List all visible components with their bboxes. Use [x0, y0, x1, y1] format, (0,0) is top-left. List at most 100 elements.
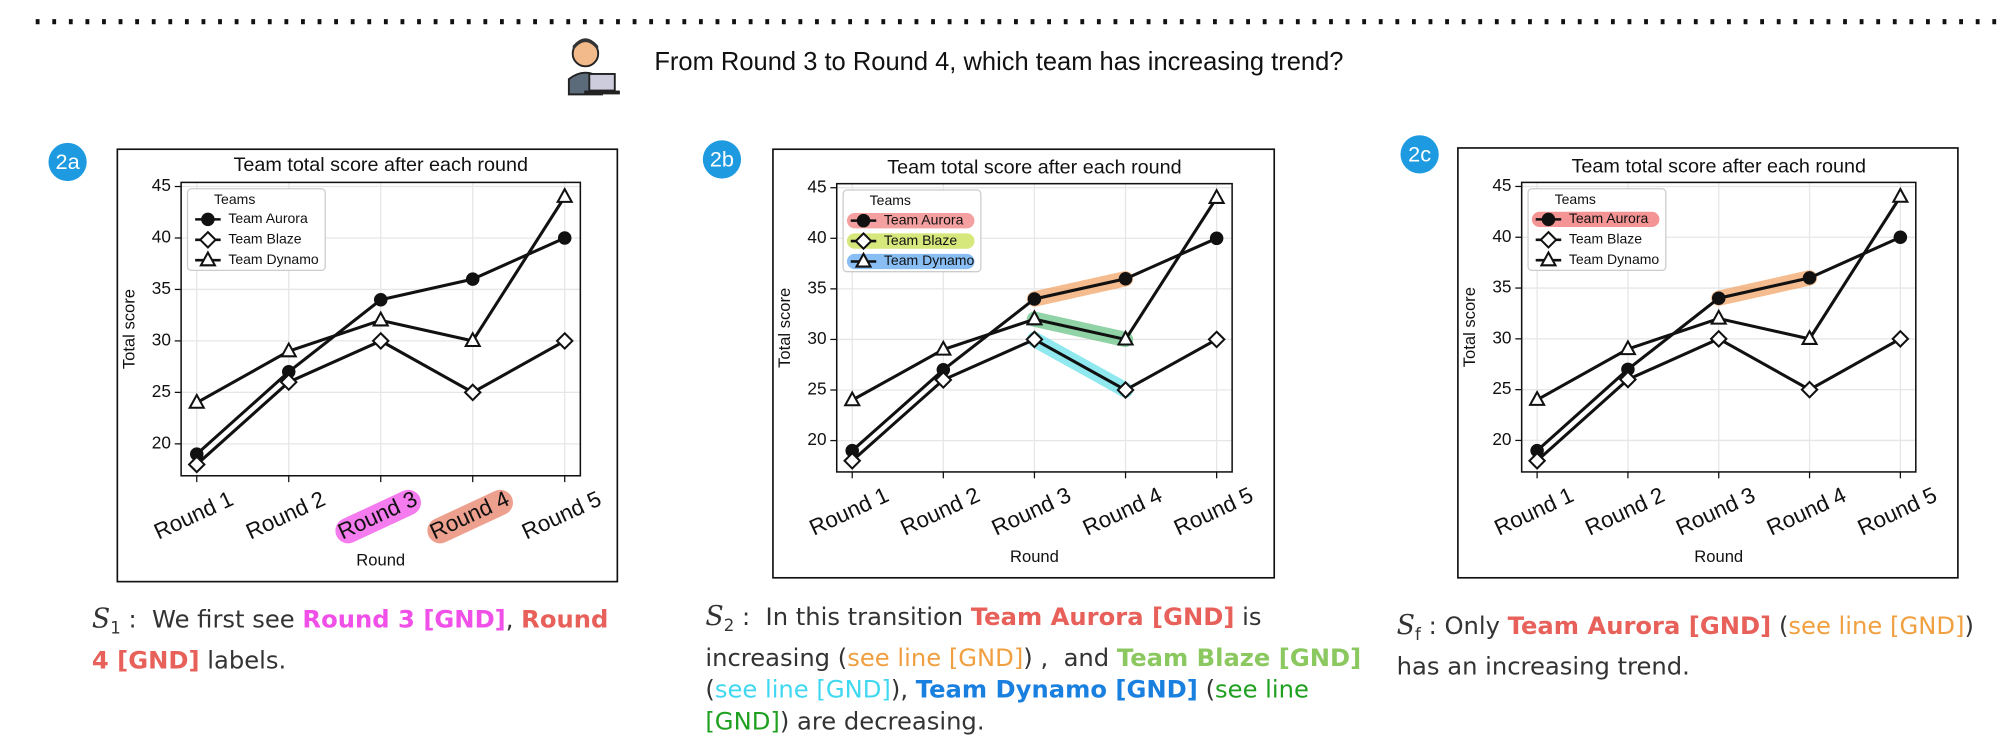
legend-label: Team Dynamo [228, 251, 319, 267]
x-axis-label: Round [1694, 547, 1743, 566]
marker [555, 331, 574, 351]
panel-badge [48, 142, 87, 182]
marker [1528, 390, 1546, 406]
marker [856, 213, 871, 228]
caption-label: S [1396, 609, 1416, 641]
caption-span: : In this transition [734, 603, 971, 632]
marker [1118, 271, 1133, 286]
chart-title: Team total score after each round [234, 154, 528, 176]
caption-span: : Only [1420, 612, 1508, 641]
figure-frame [116, 148, 619, 583]
marker [187, 455, 206, 474]
y-tick-label: 25 [1492, 378, 1511, 398]
marker [188, 392, 206, 409]
x-tick-label: Round 1 [805, 482, 892, 540]
legend-title: Teams [1555, 191, 1596, 207]
x-tick-label: Round 2 [242, 486, 329, 544]
caption-span: Round 3 [GND] [302, 605, 506, 634]
marker [1891, 329, 1910, 348]
caption-span: Team Dynamo [GND] [915, 675, 1198, 704]
tick-highlight [335, 489, 421, 544]
panel-badge [1400, 135, 1439, 174]
marker [463, 331, 482, 348]
y-axis-label: Total score [119, 289, 138, 369]
axes-frame [1520, 181, 1917, 473]
x-tick-label: Round 2 [1581, 482, 1668, 540]
panel-badge-label: 2c [1408, 141, 1431, 166]
legend-box [186, 188, 326, 272]
legend-label: Team Blaze [884, 232, 957, 248]
x-tick-label: Round 5 [1854, 482, 1941, 540]
x-tick-label: Round 2 [897, 482, 984, 540]
marker [1539, 250, 1558, 267]
legend-label: Team Blaze [228, 230, 301, 246]
user-icon [567, 38, 620, 96]
caption-label: S [91, 603, 111, 634]
marker [280, 341, 298, 358]
figure-frame [1457, 147, 1959, 579]
legend-box [1527, 188, 1667, 272]
panel-badge-label: 2b [710, 146, 734, 171]
legend-label: Team Aurora [228, 210, 308, 226]
y-tick-label: 40 [807, 227, 826, 247]
caption: S1 : We first see Round 3 [GND], Round 4… [92, 603, 615, 677]
caption-label: S [705, 600, 724, 632]
y-axis-label: Total score [775, 288, 794, 368]
marker [1893, 230, 1908, 245]
marker [1891, 186, 1910, 203]
marker [843, 451, 862, 470]
y-tick-label: 30 [1492, 327, 1511, 347]
caption: Sf : Only Team Aurora [GND] (see line [G… [1397, 610, 1996, 684]
marker [854, 231, 873, 251]
caption-span: Team Aurora [GND] [1507, 612, 1772, 641]
x-tick-label: Round 5 [518, 486, 605, 544]
marker [1619, 339, 1637, 356]
marker [934, 339, 953, 356]
y-axis-label: Total score [1460, 287, 1479, 367]
caption-span: ( [705, 643, 1369, 704]
x-tick-label: Round 5 [1170, 482, 1257, 540]
x-tick-label: Round 4 [1079, 482, 1166, 540]
x-tick-label: Round 1 [150, 486, 237, 544]
caption-span: labels. [199, 646, 287, 675]
caption-span: Round 4 [GND] [91, 605, 617, 675]
marker [1709, 329, 1728, 348]
y-tick-label: 25 [152, 381, 171, 401]
y-tick-label: 20 [152, 432, 171, 452]
caption-subscript: f [1415, 626, 1421, 646]
legend-label: Team Blaze [1569, 230, 1642, 246]
legend-box [842, 189, 982, 273]
chart-title: Team total score after each round [887, 157, 1181, 179]
legend-label: Team Aurora [884, 211, 964, 227]
marker [555, 187, 574, 203]
legend-highlight [1531, 211, 1660, 228]
figure-frame [772, 148, 1276, 579]
legend-label: Team Aurora [1569, 210, 1649, 226]
caption-span: Team Aurora [GND] [970, 603, 1235, 632]
marker [1528, 451, 1547, 470]
marker [1800, 329, 1819, 345]
marker [1027, 292, 1042, 306]
legend-label: Team Dynamo [1569, 251, 1660, 267]
marker [371, 310, 390, 327]
marker [279, 372, 298, 392]
legend-highlight [846, 233, 975, 249]
y-tick-label: 40 [152, 227, 171, 247]
caption-span: see line [GND] [847, 643, 1024, 672]
marker [1025, 330, 1044, 349]
y-tick-label: 45 [152, 175, 171, 195]
legend-highlight [846, 213, 975, 229]
legend-label: Team Dynamo [884, 252, 975, 268]
marker [1539, 230, 1558, 249]
y-tick-label: 30 [152, 329, 171, 349]
chart: Team total score after each round 20 25 30 3… [772, 148, 1276, 579]
panel-badge-label: 2a [56, 149, 81, 174]
marker [201, 212, 215, 227]
axes-frame [835, 182, 1233, 473]
caption-span: Team Blaze [GND] [1116, 643, 1362, 672]
caption-span: , [505, 605, 522, 634]
marker [463, 383, 482, 402]
marker [1800, 380, 1819, 399]
